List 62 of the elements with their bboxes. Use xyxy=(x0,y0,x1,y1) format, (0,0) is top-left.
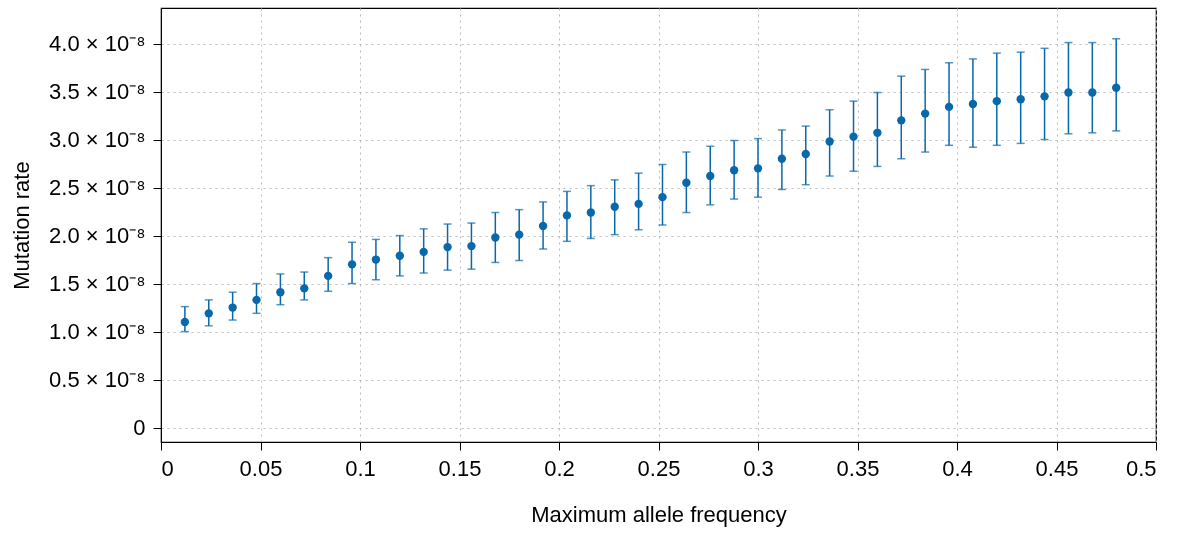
point xyxy=(801,149,810,159)
y-tick-label: 4.0 × 10⁻⁸ xyxy=(49,31,146,57)
y-axis-title: Mutation rate xyxy=(9,161,35,290)
point xyxy=(944,102,954,112)
x-tick-label: 0.3 xyxy=(743,455,774,481)
point xyxy=(897,116,906,125)
x-tick-label: 0.25 xyxy=(637,455,681,481)
point xyxy=(706,171,715,181)
point xyxy=(682,178,691,187)
point xyxy=(180,317,190,327)
point xyxy=(992,96,1001,106)
point xyxy=(753,164,763,173)
point xyxy=(586,208,596,217)
point xyxy=(252,295,261,305)
point xyxy=(873,128,882,137)
x-tick-label: 0.15 xyxy=(438,455,482,481)
point xyxy=(1016,95,1025,104)
point xyxy=(920,109,930,118)
point xyxy=(825,137,834,146)
x-tick-label: 0.35 xyxy=(836,455,880,481)
point xyxy=(323,271,333,281)
point xyxy=(419,247,428,257)
point xyxy=(729,166,739,175)
point xyxy=(610,202,619,211)
x-tick-label: 0.4 xyxy=(942,455,973,481)
point xyxy=(634,199,643,209)
y-tick-label: 1.0 × 10⁻⁸ xyxy=(49,319,146,345)
point xyxy=(968,99,978,109)
y-tick-label: 0.5 × 10⁻⁸ xyxy=(49,367,146,393)
point xyxy=(849,132,858,141)
point xyxy=(395,251,404,260)
point xyxy=(491,233,500,242)
y-tick-label: 1.5 × 10⁻⁸ xyxy=(49,271,146,297)
point xyxy=(1088,88,1097,97)
point xyxy=(347,260,357,269)
x-tick-label: 0.2 xyxy=(544,455,575,481)
x-tick-label: 0 xyxy=(161,455,174,481)
point xyxy=(658,192,667,202)
x-tick-label: 0.45 xyxy=(1035,455,1079,481)
point xyxy=(371,255,381,264)
x-tick-label: 0.05 xyxy=(239,455,283,481)
y-tick-label: 3.0 × 10⁻⁸ xyxy=(49,127,146,153)
point xyxy=(1112,83,1121,92)
point xyxy=(300,284,309,293)
point xyxy=(515,230,524,239)
point xyxy=(276,288,285,297)
x-axis-title: Maximum allele frequency xyxy=(531,501,787,527)
point xyxy=(204,309,213,318)
point xyxy=(777,154,787,163)
y-tick-label: 3.5 × 10⁻⁸ xyxy=(49,79,146,105)
y-tick-label: 0 xyxy=(133,415,146,441)
point xyxy=(228,303,237,312)
point xyxy=(467,241,476,251)
point xyxy=(538,221,548,231)
x-tick-label: 0.1 xyxy=(345,455,376,481)
point xyxy=(562,211,572,220)
y-tick-label: 2.0 × 10⁻⁸ xyxy=(49,223,146,249)
point xyxy=(1064,88,1073,97)
point xyxy=(1040,92,1049,101)
point xyxy=(443,242,452,252)
x-tick-label: 0.5 xyxy=(1125,455,1157,481)
y-tick-label: 2.5 × 10⁻⁸ xyxy=(49,175,146,201)
